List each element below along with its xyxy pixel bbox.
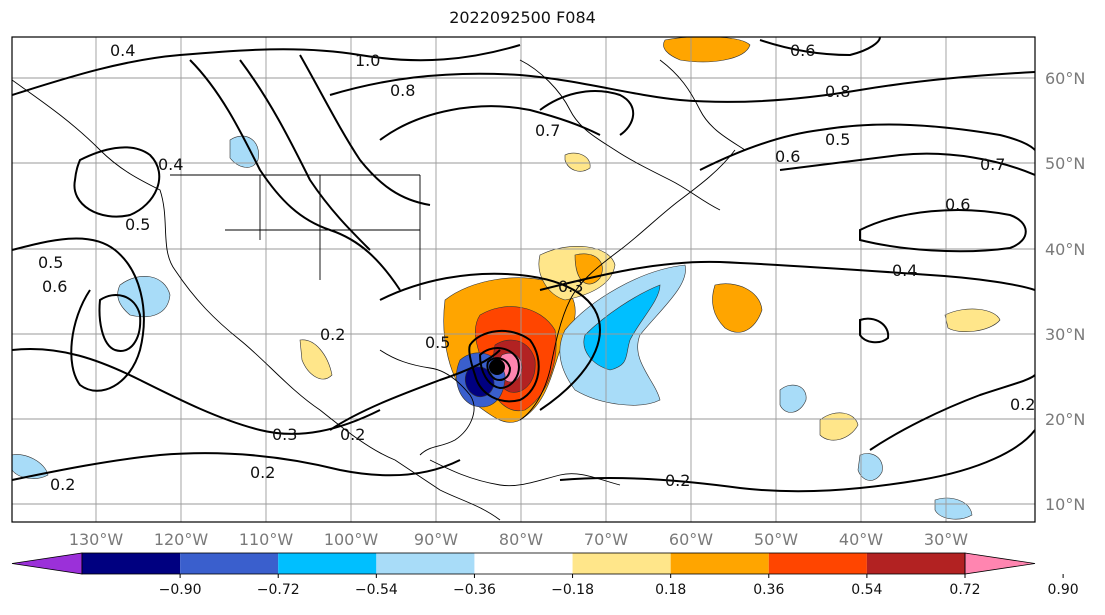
contour-label: 0.8 xyxy=(390,81,415,100)
colorbar-tick-label: −0.36 xyxy=(453,582,496,598)
lon-label: 80°W xyxy=(499,530,543,549)
contour-label-group: 0.4 1.0 0.8 0.6 0.7 0.8 0.5 0.6 0.7 0.6 … xyxy=(38,41,1035,494)
storm-center-marker xyxy=(489,359,505,375)
colorbar-extend-high xyxy=(964,552,1036,575)
lon-label: 120°W xyxy=(154,530,209,549)
colorbar-swatch xyxy=(866,553,965,574)
colorbar-extend-low xyxy=(11,552,83,575)
lat-label: 40°N xyxy=(1045,240,1085,259)
contour-label: 0.3 xyxy=(272,425,297,444)
lat-label: 20°N xyxy=(1045,410,1085,429)
contour-lines xyxy=(12,37,1035,493)
contour-label: 0.6 xyxy=(790,41,815,60)
colorbar-swatch xyxy=(474,553,573,574)
contour-label: 0.6 xyxy=(42,277,67,296)
coastlines xyxy=(12,59,746,521)
contour-label: 0.4 xyxy=(110,41,135,60)
map-title: 2022092500 F084 xyxy=(449,8,596,27)
lon-label: 50°W xyxy=(754,530,798,549)
latitude-axis: 60°N 50°N 40°N 30°N 20°N 10°N xyxy=(1045,69,1085,514)
lon-label: 40°W xyxy=(839,530,883,549)
colorbar-swatch xyxy=(376,553,475,574)
colorbar-swatch xyxy=(768,553,867,574)
contour-label: 0.4 xyxy=(158,155,183,174)
contour-label: 0.7 xyxy=(535,121,560,140)
lat-label: 60°N xyxy=(1045,69,1085,88)
lon-label: 110°W xyxy=(239,530,294,549)
colorbar-tick-label: 0.18 xyxy=(655,582,686,598)
contour-label: 0.5 xyxy=(125,215,150,234)
colorbar-swatch xyxy=(572,553,671,574)
colorbar-tick-label: 0.36 xyxy=(753,582,784,598)
lon-label: 60°W xyxy=(669,530,713,549)
contour-label: 1.0 xyxy=(355,51,380,70)
graticule xyxy=(12,37,1035,522)
contour-label: 0.5 xyxy=(825,130,850,149)
contour-label: 0.8 xyxy=(825,82,850,101)
colorbar-tick-label: 0.90 xyxy=(1048,582,1079,598)
contour-label: 0.2 xyxy=(250,463,275,482)
contour-label: 0.7 xyxy=(980,155,1005,174)
colorbar-swatch xyxy=(180,553,279,574)
lon-label: 90°W xyxy=(414,530,458,549)
colorbar-tick-label: −0.18 xyxy=(551,582,594,598)
lat-label: 50°N xyxy=(1045,154,1085,173)
contour-label: 0.6 xyxy=(775,147,800,166)
lat-label: 30°N xyxy=(1045,325,1085,344)
contour-label: 0.2 xyxy=(665,471,690,490)
contour-label: 0.2 xyxy=(1010,395,1035,414)
colorbar: −0.90 −0.72 −0.54 −0.36 −0.18 0.18 0.36 0.54 0.7… xyxy=(11,552,1079,598)
colorbar-tick-label: −0.72 xyxy=(257,582,300,598)
colorbar-swatch xyxy=(670,553,769,574)
colorbar-swatch xyxy=(278,553,377,574)
contour-label: 0.4 xyxy=(892,261,917,280)
contour-label: 0.2 xyxy=(340,425,365,444)
lon-label: 30°W xyxy=(924,530,968,549)
colorbar-swatch xyxy=(82,553,181,574)
colorbar-frame xyxy=(81,552,966,575)
lat-label: 10°N xyxy=(1045,495,1085,514)
contour-label: 0.2 xyxy=(50,475,75,494)
contour-label: 0.2 xyxy=(320,325,345,344)
lon-label: 130°W xyxy=(69,530,124,549)
colorbar-tick-label: 0.72 xyxy=(949,582,980,598)
contour-label: 0.5 xyxy=(38,253,63,272)
contour-label: 0.5 xyxy=(425,333,450,352)
colorbar-tick-label: −0.54 xyxy=(355,582,398,598)
colorbar-tick-label: −0.90 xyxy=(159,582,202,598)
colorbar-tick-label: 0.54 xyxy=(851,582,882,598)
longitude-axis: 130°W 120°W 110°W 100°W 90°W 80°W 70°W 6… xyxy=(69,530,968,549)
lon-label: 100°W xyxy=(324,530,379,549)
map-frame xyxy=(11,36,1036,523)
lon-label: 70°W xyxy=(584,530,628,549)
contour-label: 0.6 xyxy=(945,195,970,214)
contour-label: 0.3 xyxy=(558,277,583,296)
